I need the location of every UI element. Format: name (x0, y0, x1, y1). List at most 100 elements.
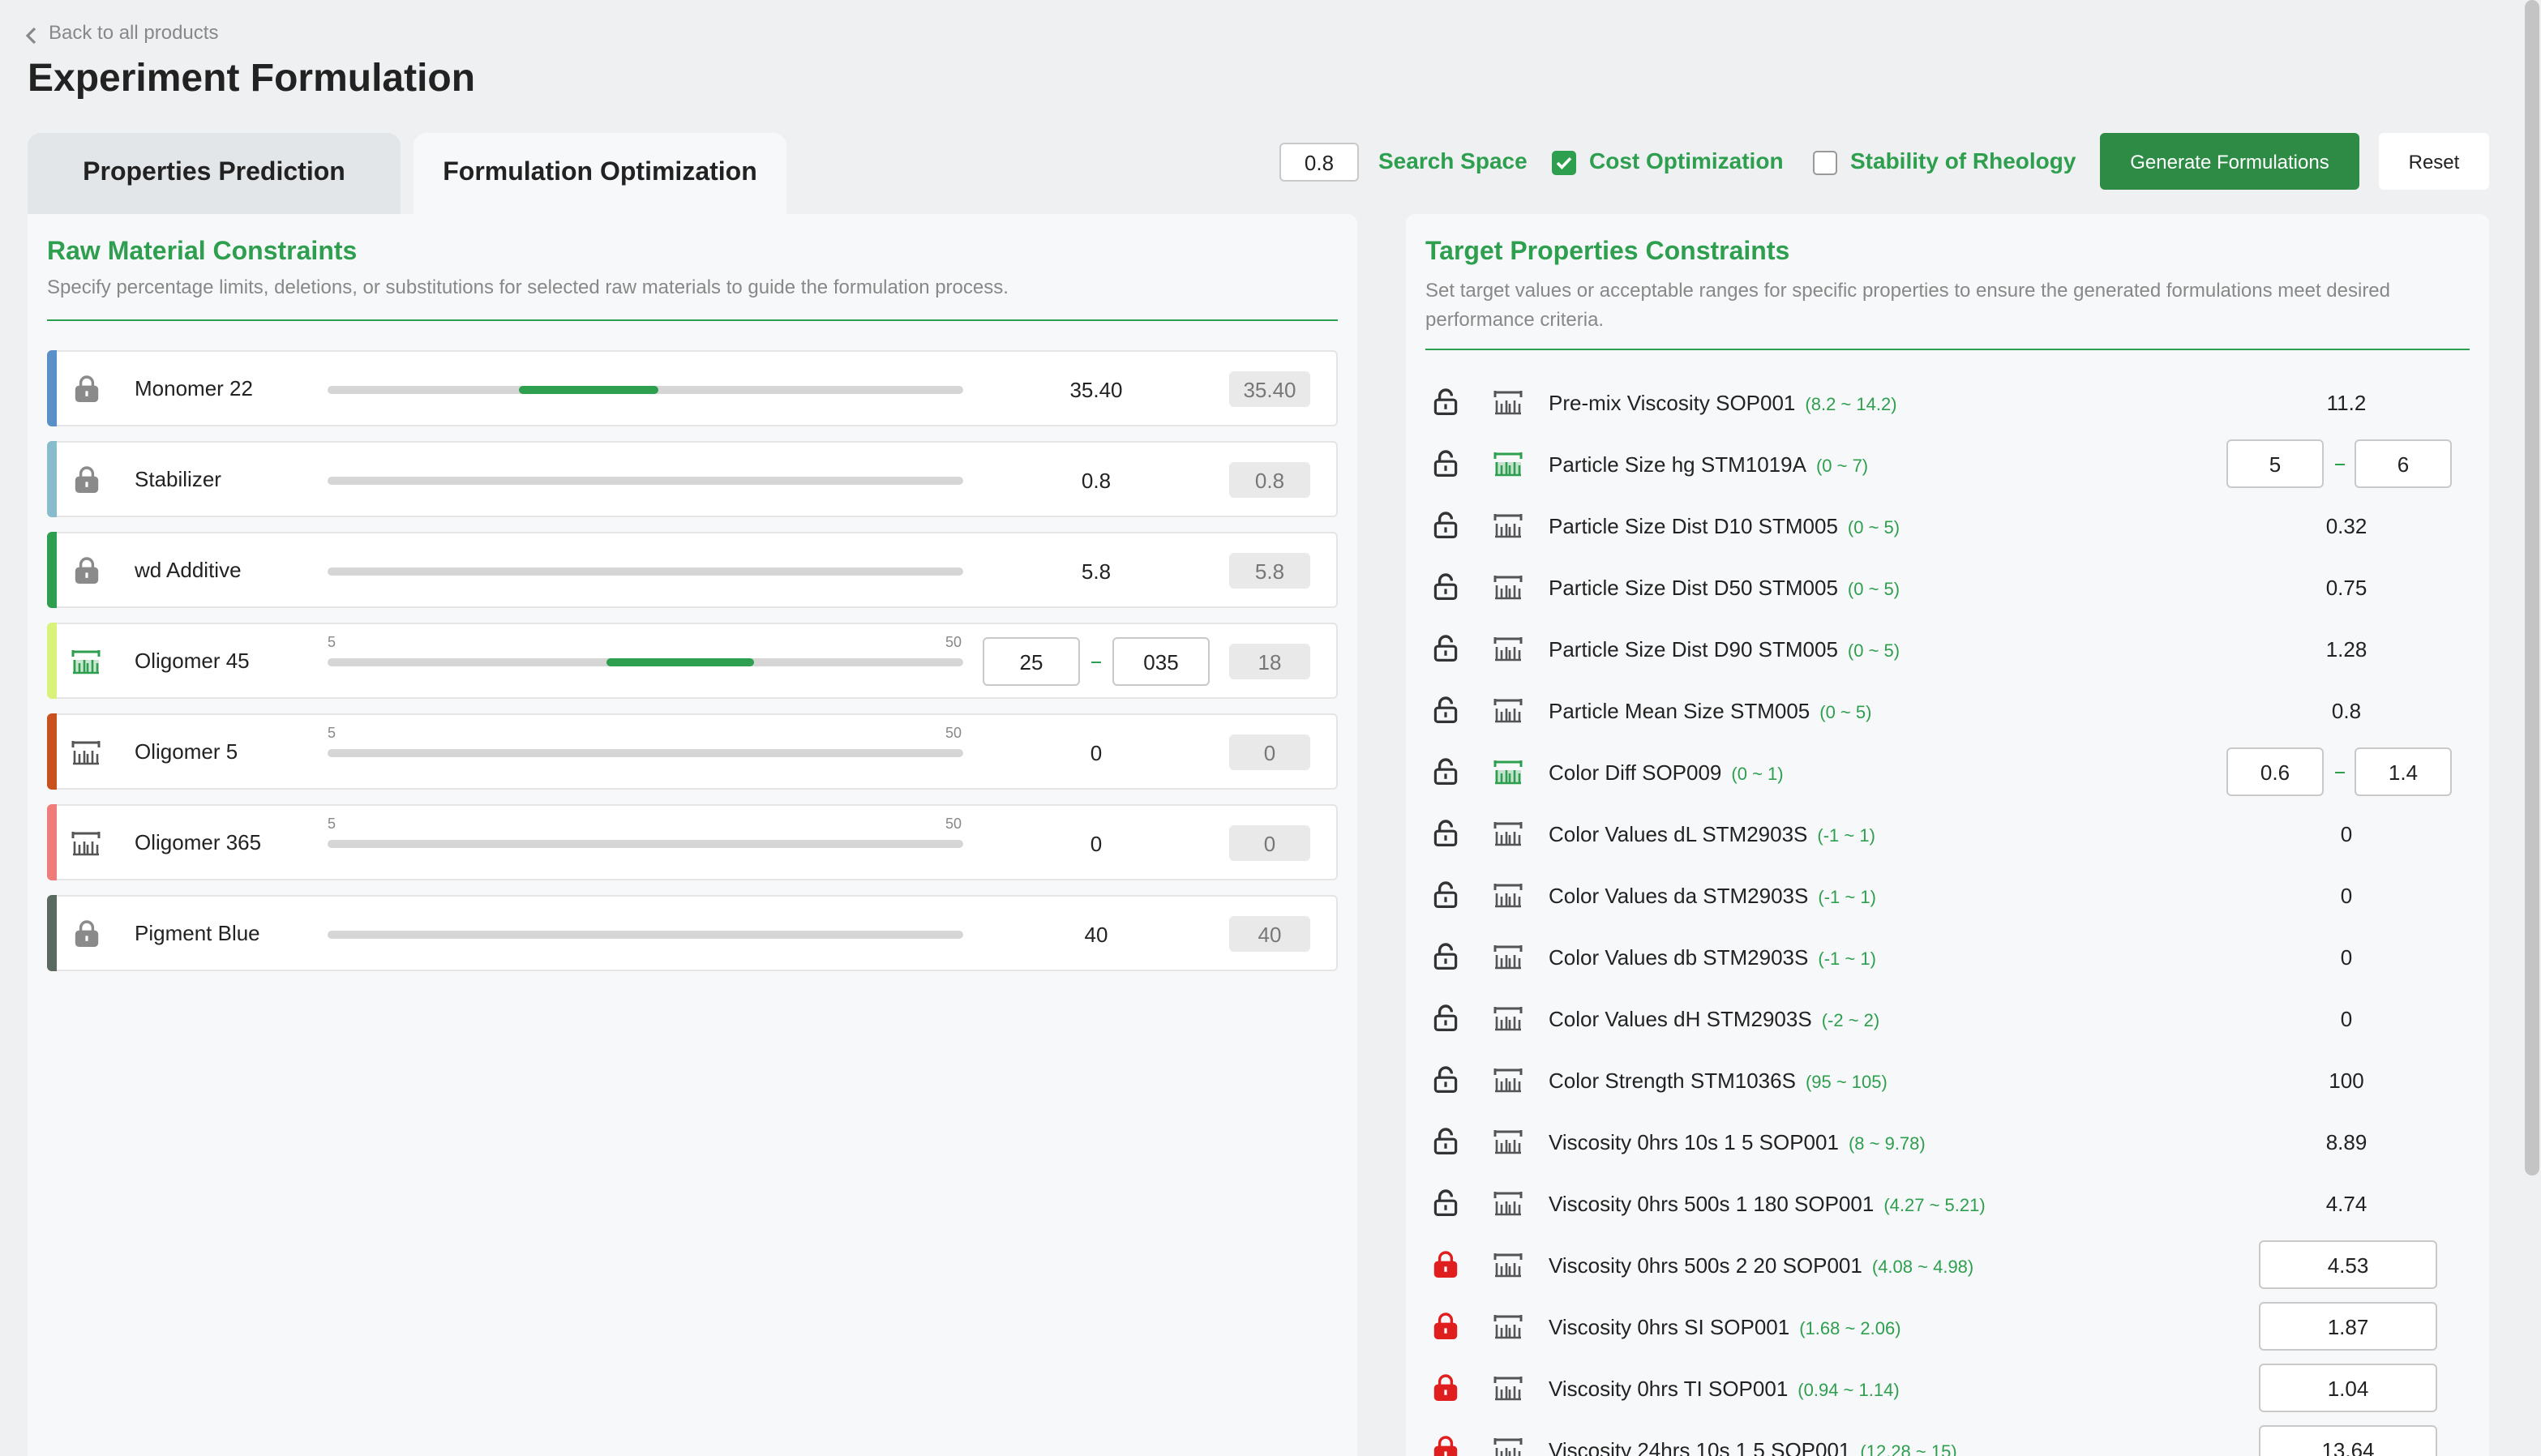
lock-icon[interactable] (1433, 634, 1458, 670)
checkbox-label[interactable]: Stability of Rheology (1850, 148, 2076, 173)
lock-icon[interactable] (1433, 819, 1458, 854)
lock-icon[interactable] (1433, 942, 1458, 978)
property-range: (-1 ~ 1) (1818, 950, 1876, 970)
slider-max: 50 (945, 816, 962, 832)
lock-icon[interactable] (1433, 880, 1458, 916)
range-icon[interactable] (1493, 512, 1523, 546)
slider-fill (606, 658, 754, 666)
range-icon[interactable] (1493, 1375, 1523, 1409)
raw-material-row: Monomer 22 35.40 35.40 (47, 350, 1338, 426)
lock-icon[interactable] (1433, 757, 1458, 793)
checkbox-label[interactable]: Cost Optimization (1589, 148, 1784, 173)
max-input[interactable]: 1.4 (2355, 747, 2452, 796)
property-name: Particle Size Dist D50 STM005 (0 ~ 5) (1549, 576, 1900, 600)
lock-icon[interactable] (75, 375, 99, 410)
value-input[interactable]: 4.53 (2259, 1240, 2437, 1289)
range-icon[interactable] (1493, 1190, 1523, 1224)
min-input[interactable]: 5 (2226, 439, 2324, 488)
range-icon[interactable] (1493, 882, 1523, 916)
generate-button[interactable]: Generate Formulations (2100, 133, 2359, 190)
lock-icon[interactable] (1433, 1188, 1458, 1224)
range-icon[interactable] (71, 739, 101, 773)
range-icon[interactable] (1493, 1437, 1523, 1456)
range-icon[interactable] (1493, 636, 1523, 670)
lock-icon[interactable] (75, 556, 99, 592)
lock-icon[interactable] (1433, 388, 1458, 423)
property-range: (8 ~ 9.78) (1848, 1135, 1926, 1154)
lock-icon[interactable] (1433, 1065, 1458, 1101)
back-link[interactable]: Back to all products (49, 21, 219, 44)
reset-button[interactable]: Reset (2379, 133, 2489, 190)
property-value: 0 (2340, 1007, 2353, 1031)
search-space-input[interactable]: 0.8 (1279, 143, 1359, 182)
slider-track (328, 840, 963, 848)
lock-icon[interactable] (1433, 449, 1458, 485)
range-icon[interactable] (1493, 451, 1523, 485)
value-input[interactable]: 1.04 (2259, 1364, 2437, 1412)
property-name: Color Diff SOP009 (0 ~ 1) (1549, 760, 1784, 785)
tab[interactable]: Properties Prediction (28, 133, 401, 214)
range-icon[interactable] (71, 649, 101, 683)
target-row: Particle Size Dist D90 STM005 (0 ~ 5) 1.28 (1406, 621, 2489, 676)
lock-icon[interactable] (75, 465, 99, 501)
range-icon[interactable] (1493, 1252, 1523, 1286)
property-range: (0 ~ 5) (1819, 704, 1872, 723)
lock-icon[interactable] (1433, 1004, 1458, 1039)
range-icon[interactable] (1493, 944, 1523, 978)
property-name: Particle Mean Size STM005 (0 ~ 5) (1549, 699, 1872, 723)
target-row: Particle Size hg STM1019A (0 ~ 7) 5 6 (1406, 436, 2489, 491)
lock-icon[interactable] (1433, 1435, 1458, 1456)
target-row: Viscosity 0hrs TI SOP001 (0.94 ~ 1.14) 1.0… (1406, 1360, 2489, 1415)
range-icon[interactable] (1493, 389, 1523, 423)
property-value: 0 (2340, 945, 2353, 970)
property-name: Particle Size Dist D90 STM005 (0 ~ 5) (1549, 637, 1900, 662)
raw-material-row: Pigment Blue 40 40 (47, 895, 1338, 971)
min-input[interactable]: 0.6 (2226, 747, 2324, 796)
checkbox[interactable] (1813, 151, 1837, 183)
lock-icon[interactable] (1433, 696, 1458, 731)
range-dash (2335, 772, 2345, 773)
range-icon[interactable] (71, 830, 101, 864)
lock-icon[interactable] (75, 919, 99, 955)
range-icon[interactable] (1493, 1005, 1523, 1039)
range-icon[interactable] (1493, 1313, 1523, 1347)
lock-icon[interactable] (1433, 1312, 1458, 1347)
tab[interactable]: Formulation Optimization (414, 133, 786, 214)
property-name: Particle Size Dist D10 STM005 (0 ~ 5) (1549, 514, 1900, 538)
raw-panel: Raw Material Constraints Specify percenta… (28, 214, 1357, 1456)
material-name: Pigment Blue (135, 921, 260, 945)
panel-description: Set target values or acceptable ranges f… (1425, 279, 2391, 331)
range-icon[interactable] (1493, 1067, 1523, 1101)
min-input[interactable]: 25 (983, 637, 1080, 686)
slider-max: 50 (945, 725, 962, 741)
value-input[interactable]: 13.64 (2259, 1425, 2437, 1456)
lock-icon[interactable] (1433, 572, 1458, 608)
checkbox[interactable] (1552, 151, 1576, 183)
property-value: 0.8 (2331, 699, 2362, 723)
lock-icon[interactable] (1433, 1250, 1458, 1286)
range-icon[interactable] (1493, 820, 1523, 854)
lock-icon[interactable] (1433, 1373, 1458, 1409)
range-icon[interactable] (1493, 1128, 1523, 1163)
lock-icon[interactable] (1433, 1127, 1458, 1163)
slider-min: 5 (328, 634, 336, 650)
property-range: (-1 ~ 1) (1817, 827, 1875, 846)
property-name: Color Values db STM2903S (-1 ~ 1) (1549, 945, 1876, 970)
target-row: Particle Size Dist D10 STM005 (0 ~ 5) 0.32 (1406, 498, 2489, 553)
property-range: (12.28 ~ 15) (1860, 1443, 1957, 1456)
material-name: Oligomer 365 (135, 830, 262, 854)
scrollbar-thumb[interactable] (2525, 0, 2539, 1176)
slider-min: 5 (328, 816, 336, 832)
max-input[interactable]: 035 (1112, 637, 1210, 686)
back-icon[interactable] (24, 24, 37, 54)
lock-icon[interactable] (1433, 511, 1458, 546)
max-input[interactable]: 6 (2355, 439, 2452, 488)
target-row: Color Values db STM2903S (-1 ~ 1) 0 (1406, 929, 2489, 984)
property-range: (0 ~ 5) (1847, 642, 1900, 662)
range-icon[interactable] (1493, 697, 1523, 731)
raw-material-row: Oligomer 5 5 50 0 0 (47, 713, 1338, 790)
range-icon[interactable] (1493, 759, 1523, 793)
value-input[interactable]: 1.87 (2259, 1302, 2437, 1351)
range-icon[interactable] (1493, 574, 1523, 608)
